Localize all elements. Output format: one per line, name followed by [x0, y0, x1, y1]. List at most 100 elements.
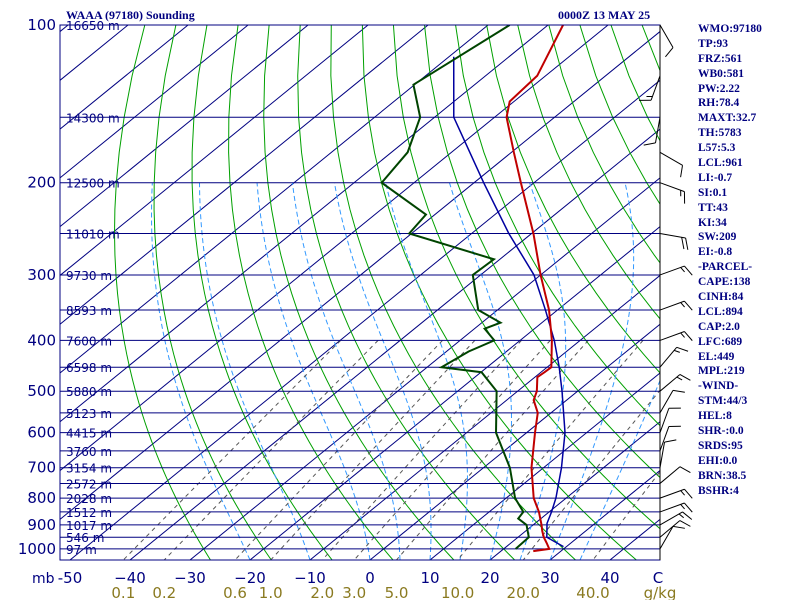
pressure-tick-label: 200 — [27, 174, 56, 192]
wind-barb — [659, 520, 691, 538]
wind-barb — [659, 265, 693, 276]
sounding-index-item: MAXT:32.7 — [698, 112, 757, 125]
moist-adiabat-line — [519, 182, 567, 560]
temperature-tick-label: −10 — [294, 569, 326, 587]
moist-adiabat-line — [385, 182, 468, 560]
mixing-ratio-line — [396, 340, 589, 560]
temperature-tick-label: −20 — [234, 569, 266, 587]
sounding-index-item: TP:93 — [698, 37, 729, 50]
dry-adiabat-line — [330, 25, 576, 560]
pressure-tick-label: 600 — [27, 424, 56, 442]
mixing-ratio-label: 40.0 — [576, 584, 609, 600]
wind-barb — [659, 389, 685, 414]
sounding-index-item: RH:78.4 — [698, 97, 740, 110]
isotherm-line — [60, 25, 369, 277]
isotherm-line — [489, 421, 660, 560]
moist-adiabat-line — [198, 182, 311, 560]
mixing-ratio-line — [457, 340, 644, 560]
dry-adiabat-line — [517, 25, 660, 320]
sounding-index-item: -WIND- — [698, 380, 739, 393]
wind-barb — [659, 466, 691, 484]
sounding-index-item: WB0:581 — [698, 67, 744, 80]
isotherm-line — [60, 25, 609, 472]
isotherm-line — [60, 25, 189, 130]
mixing-ratio-unit-label: g/kg — [644, 584, 677, 600]
mixing-ratio-line — [353, 340, 551, 560]
isotherm-line — [249, 226, 660, 560]
temperature-tick-label: 30 — [540, 569, 559, 587]
wind-barb — [639, 75, 661, 101]
moist-adiabat-line — [579, 379, 660, 560]
wind-barb — [659, 439, 677, 468]
sounding-index-item: HEL:8 — [698, 410, 732, 423]
chart-grid — [60, 25, 660, 560]
sounding-traces — [380, 25, 566, 553]
height-label: 4415 m — [66, 427, 112, 441]
sounding-index-item: FRZ:561 — [698, 52, 743, 65]
moist-adiabat-line — [256, 182, 371, 560]
mixing-ratio-label: 5.0 — [385, 584, 409, 600]
isotherm-line — [60, 25, 309, 228]
isotherm-line — [60, 25, 249, 179]
mixing-ratio-label: 0.6 — [223, 584, 247, 600]
sounding-index-item: KI:34 — [698, 216, 727, 229]
height-label: 8593 m — [66, 304, 112, 318]
height-label: 97 m — [66, 543, 97, 557]
wind-barb — [659, 525, 685, 550]
wind-barb — [659, 374, 691, 392]
sounding-index-item: CAP:2.0 — [698, 320, 740, 333]
wind-barb — [643, 117, 661, 146]
temperature-tick-label: 10 — [420, 569, 439, 587]
moist-adiabat-line — [291, 182, 401, 560]
mixing-ratio-line — [234, 340, 443, 560]
dry-adiabat-line — [191, 25, 333, 560]
mixing-ratio-label: 10.0 — [441, 584, 474, 600]
dry-adiabat-line — [424, 25, 660, 479]
isotherm-line — [60, 25, 489, 374]
dry-adiabat-line — [361, 25, 637, 560]
moist-adiabat-line — [151, 182, 251, 560]
wind-barb — [659, 502, 693, 513]
sounding-index-item: LCL:894 — [698, 305, 743, 318]
mixing-ratio-line — [321, 340, 522, 560]
sounding-index-item: LCL:961 — [698, 157, 743, 170]
pressure-unit-label: mb — [32, 571, 55, 587]
sounding-index-item: TH:5783 — [698, 127, 742, 140]
height-label: 1017 m — [66, 519, 112, 533]
mixing-ratio-line — [122, 340, 342, 560]
pressure-tick-label: 1000 — [18, 540, 56, 558]
temperature-trace — [505, 25, 564, 553]
pressure-tick-label: 800 — [27, 489, 56, 507]
pressure-tick-label: 700 — [27, 459, 56, 477]
pressure-tick-label: 100 — [27, 16, 56, 34]
sounding-index-item: CINH:84 — [698, 291, 744, 304]
height-label: 5880 m — [66, 385, 112, 399]
wind-barb — [659, 182, 686, 204]
wind-barb-column — [639, 24, 693, 560]
moist-adiabat-line — [448, 182, 512, 560]
dry-adiabat-line — [455, 25, 660, 427]
isotherm-line — [129, 128, 660, 560]
height-label: 11010 m — [66, 227, 120, 241]
sounding-index-item: SRDS:95 — [698, 439, 743, 452]
temperature-tick-label: 20 — [480, 569, 499, 587]
mixing-ratio-label: 0.1 — [111, 584, 135, 600]
mixing-ratio-label: 0.2 — [152, 584, 176, 600]
isotherm-line — [189, 177, 660, 560]
sounding-index-item: EI:-0.8 — [698, 246, 733, 259]
sounding-index-item: PW:2.22 — [698, 82, 740, 95]
temperature-tick-label: −40 — [114, 569, 146, 587]
height-label: 546 m — [66, 531, 104, 545]
temperature-tick-label: 40 — [600, 569, 619, 587]
sounding-index-item: BRN:38.5 — [698, 469, 747, 482]
isotherm-line — [429, 372, 660, 560]
dry-adiabat-line — [297, 25, 516, 560]
temperature-tick-label: -50 — [58, 569, 83, 587]
station-title: WAAA (97180) Sounding — [66, 8, 195, 22]
mixing-ratio-label: 20.0 — [507, 584, 540, 600]
moist-adiabat-line — [549, 182, 635, 560]
wind-barb — [659, 346, 689, 368]
height-label: 5123 m — [66, 407, 112, 421]
